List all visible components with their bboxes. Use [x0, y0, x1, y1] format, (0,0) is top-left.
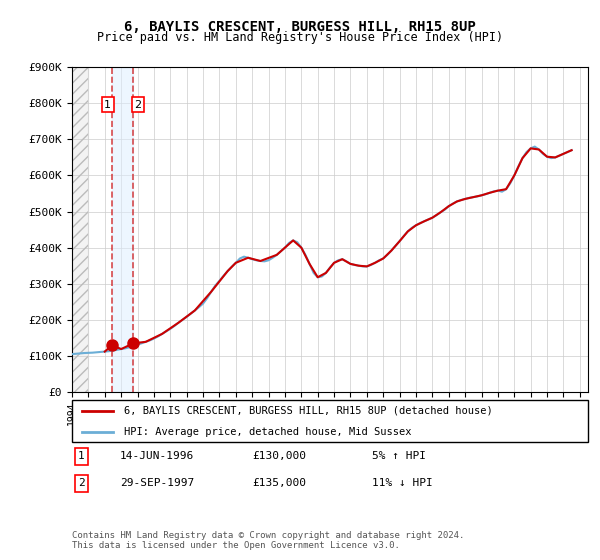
Bar — [72, 67, 88, 392]
Text: 11% ↓ HPI: 11% ↓ HPI — [372, 478, 433, 488]
Text: 6, BAYLIS CRESCENT, BURGESS HILL, RH15 8UP (detached house): 6, BAYLIS CRESCENT, BURGESS HILL, RH15 8… — [124, 406, 493, 416]
FancyBboxPatch shape — [72, 400, 588, 442]
Text: 1: 1 — [104, 100, 112, 110]
Text: 2: 2 — [134, 100, 142, 110]
Bar — [72, 67, 88, 392]
Text: Contains HM Land Registry data © Crown copyright and database right 2024.
This d: Contains HM Land Registry data © Crown c… — [72, 530, 464, 550]
Text: 29-SEP-1997: 29-SEP-1997 — [120, 478, 194, 488]
Text: Price paid vs. HM Land Registry's House Price Index (HPI): Price paid vs. HM Land Registry's House … — [97, 31, 503, 44]
Text: £130,000: £130,000 — [252, 451, 306, 461]
Text: HPI: Average price, detached house, Mid Sussex: HPI: Average price, detached house, Mid … — [124, 427, 411, 437]
Text: 6, BAYLIS CRESCENT, BURGESS HILL, RH15 8UP: 6, BAYLIS CRESCENT, BURGESS HILL, RH15 8… — [124, 20, 476, 34]
Text: £135,000: £135,000 — [252, 478, 306, 488]
Text: 1: 1 — [78, 451, 85, 461]
Text: 5% ↑ HPI: 5% ↑ HPI — [372, 451, 426, 461]
Bar — [112, 67, 133, 392]
Text: 14-JUN-1996: 14-JUN-1996 — [120, 451, 194, 461]
Text: 2: 2 — [78, 478, 85, 488]
